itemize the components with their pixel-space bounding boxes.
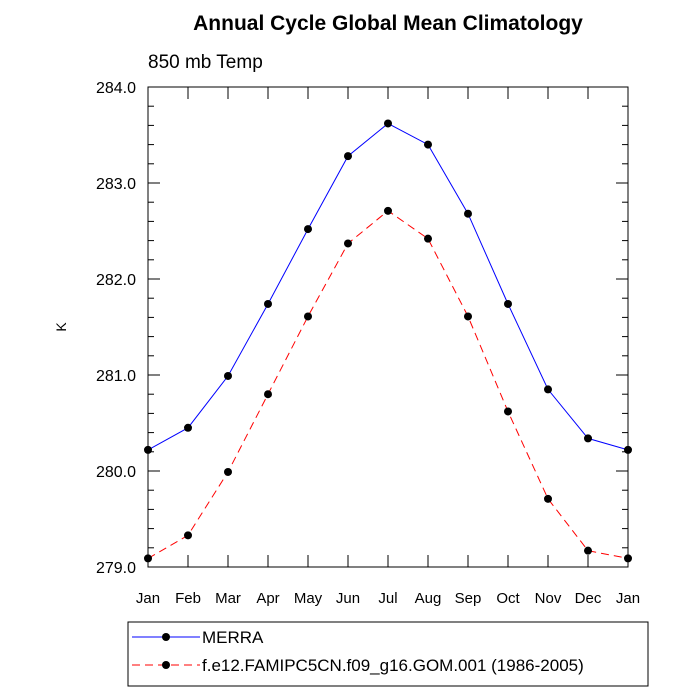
- data-point: [144, 445, 152, 454]
- x-tick-labels: Jan Feb Mar Apr May Jun Jul Aug Sep Oct Nov Dec Jan: [136, 590, 640, 607]
- data-point: [344, 152, 352, 161]
- x-tick-label: Jun: [336, 590, 360, 607]
- x-tick-label: Jul: [378, 590, 397, 607]
- x-tick-label: Sep: [455, 590, 482, 607]
- x-tick-label: Nov: [535, 590, 562, 607]
- data-point: [264, 299, 272, 308]
- x-tick-label: May: [294, 590, 323, 607]
- data-point: [504, 299, 512, 308]
- y-tick-label: 281.0: [96, 368, 136, 385]
- data-point: [304, 312, 312, 321]
- x-tick-label: Feb: [175, 590, 201, 607]
- x-tick-label: Dec: [575, 590, 602, 607]
- x-tick-label: Apr: [256, 590, 279, 607]
- data-point: [544, 494, 552, 503]
- y-tick-label: 282.0: [96, 272, 136, 289]
- data-point: [624, 445, 632, 454]
- series-line-1: [147, 210, 629, 559]
- plot-frame: [147, 86, 629, 568]
- x-tick-label: Jan: [616, 590, 640, 607]
- legend-label-model: f.e12.FAMIPC5CN.f09_g16.GOM.001 (1986-20…: [202, 656, 584, 675]
- y-tick-labels: 279.0 280.0 281.0 282.0 283.0 284.0: [96, 80, 136, 577]
- x-tick-label: Oct: [496, 590, 520, 607]
- data-point: [504, 407, 512, 416]
- data-point: [224, 467, 232, 476]
- y-axis-label: K: [53, 322, 69, 332]
- data-point: [144, 554, 152, 563]
- chart-subtitle: 850 mb Temp: [148, 52, 263, 73]
- data-point: [184, 531, 192, 540]
- data-point: [464, 312, 472, 321]
- data-point: [624, 554, 632, 563]
- y-tick-label: 280.0: [96, 464, 136, 481]
- data-point: [344, 239, 352, 248]
- data-point: [224, 371, 232, 380]
- x-tick-label: Aug: [415, 590, 442, 607]
- axis-ticks: [147, 86, 629, 568]
- data-point: [304, 225, 312, 234]
- data-point: [584, 434, 592, 443]
- series-line-0: [147, 122, 629, 451]
- legend-marker-model: [162, 661, 170, 669]
- data-point: [544, 385, 552, 394]
- y-tick-label: 279.0: [96, 560, 136, 577]
- legend-box: [127, 621, 649, 687]
- data-point: [264, 390, 272, 399]
- y-tick-label: 283.0: [96, 176, 136, 193]
- y-tick-label: 284.0: [96, 80, 136, 97]
- legend: MERRA f.e12.FAMIPC5CN.f09_g16.GOM.001 (1…: [127, 621, 649, 687]
- chart-title: Annual Cycle Global Mean Climatology: [193, 12, 583, 35]
- data-point: [464, 209, 472, 218]
- data-point: [584, 546, 592, 555]
- data-point: [424, 140, 432, 149]
- x-tick-label: Mar: [215, 590, 241, 607]
- x-tick-label: Jan: [136, 590, 160, 607]
- data-point: [384, 206, 392, 215]
- data-point: [384, 119, 392, 128]
- legend-marker-merra: [162, 633, 170, 641]
- legend-label-merra: MERRA: [202, 628, 264, 647]
- data-point: [424, 234, 432, 243]
- series-layer: [144, 119, 632, 563]
- data-point: [184, 423, 192, 432]
